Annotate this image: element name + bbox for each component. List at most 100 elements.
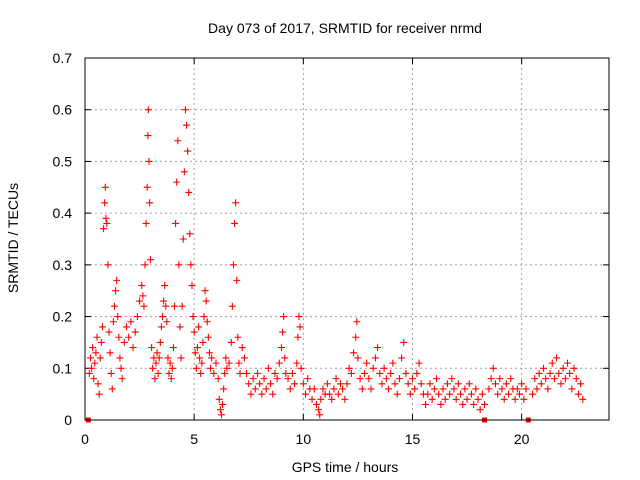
data-point bbox=[297, 364, 305, 372]
data-point bbox=[179, 235, 187, 243]
y-tick-label: 0.6 bbox=[53, 102, 73, 118]
data-point bbox=[365, 375, 373, 383]
data-point bbox=[577, 380, 585, 388]
data-point bbox=[454, 380, 462, 388]
data-point bbox=[389, 359, 397, 367]
data-point bbox=[369, 364, 377, 372]
data-point bbox=[148, 344, 156, 352]
data-point bbox=[424, 390, 432, 398]
data-point bbox=[443, 380, 451, 388]
x-tick-label: 5 bbox=[190, 431, 198, 447]
data-point bbox=[312, 400, 320, 408]
data-point bbox=[207, 364, 215, 372]
data-point bbox=[561, 375, 569, 383]
data-point bbox=[157, 323, 165, 331]
data-point bbox=[367, 385, 375, 393]
data-point bbox=[262, 385, 270, 393]
data-point bbox=[188, 282, 196, 290]
data-point bbox=[481, 400, 489, 408]
data-point bbox=[315, 406, 323, 414]
y-axis-label: SRMTID / TECUs bbox=[5, 183, 21, 293]
data-point bbox=[467, 390, 475, 398]
y-tick-label: 0.5 bbox=[53, 153, 73, 169]
data-point bbox=[258, 390, 266, 398]
data-point bbox=[282, 369, 290, 377]
data-point bbox=[400, 338, 408, 346]
data-point bbox=[496, 375, 504, 383]
data-point bbox=[452, 395, 460, 403]
data-point bbox=[387, 369, 395, 377]
data-point bbox=[217, 411, 225, 419]
data-point bbox=[398, 354, 406, 362]
data-point bbox=[193, 344, 201, 352]
data-point bbox=[402, 369, 410, 377]
data-point bbox=[352, 333, 360, 341]
data-point bbox=[253, 369, 261, 377]
data-point bbox=[288, 369, 296, 377]
data-point bbox=[100, 225, 108, 233]
data-point bbox=[120, 338, 128, 346]
data-point bbox=[204, 333, 212, 341]
x-axis-label: GPS time / hours bbox=[292, 459, 399, 475]
data-point bbox=[203, 318, 211, 326]
data-point bbox=[141, 261, 149, 269]
data-point bbox=[243, 369, 251, 377]
data-point bbox=[139, 292, 147, 300]
data-point bbox=[382, 375, 390, 383]
data-point bbox=[166, 359, 174, 367]
y-tick-label: 0.2 bbox=[53, 309, 73, 325]
data-point bbox=[183, 121, 191, 129]
data-point bbox=[323, 380, 331, 388]
data-point bbox=[236, 369, 244, 377]
data-point bbox=[208, 354, 216, 362]
data-point bbox=[553, 354, 561, 362]
data-point bbox=[515, 390, 523, 398]
data-point bbox=[232, 199, 240, 207]
data-point bbox=[196, 354, 204, 362]
data-point bbox=[167, 375, 175, 383]
data-point bbox=[269, 390, 277, 398]
data-point bbox=[164, 354, 172, 362]
data-point bbox=[280, 313, 288, 321]
data-point bbox=[104, 261, 112, 269]
data-point bbox=[225, 359, 233, 367]
x-tick-label: 10 bbox=[296, 431, 312, 447]
data-point bbox=[293, 359, 301, 367]
data-point bbox=[144, 132, 152, 140]
data-point bbox=[138, 282, 146, 290]
data-point bbox=[494, 390, 502, 398]
data-point bbox=[330, 385, 338, 393]
data-point bbox=[235, 359, 243, 367]
x-tick-label: 15 bbox=[405, 431, 421, 447]
data-point bbox=[189, 313, 197, 321]
data-point bbox=[531, 375, 539, 383]
data-point bbox=[152, 359, 160, 367]
data-point bbox=[550, 375, 558, 383]
data-point bbox=[356, 375, 364, 383]
data-point bbox=[192, 364, 200, 372]
data-point bbox=[559, 364, 567, 372]
data-point bbox=[529, 390, 537, 398]
data-point bbox=[163, 318, 171, 326]
data-point bbox=[395, 375, 403, 383]
data-point bbox=[564, 359, 572, 367]
data-point bbox=[94, 380, 102, 388]
data-point bbox=[131, 328, 139, 336]
data-point bbox=[190, 328, 198, 336]
data-point bbox=[310, 385, 318, 393]
data-point bbox=[159, 313, 167, 321]
y-tick-label: 0.1 bbox=[53, 360, 73, 376]
data-point bbox=[127, 318, 135, 326]
data-point bbox=[384, 385, 392, 393]
data-point bbox=[498, 385, 506, 393]
data-point bbox=[334, 390, 342, 398]
grid-lines bbox=[85, 58, 609, 420]
data-point bbox=[178, 302, 186, 310]
data-point bbox=[478, 390, 486, 398]
data-point bbox=[422, 400, 430, 408]
data-point bbox=[116, 354, 124, 362]
data-point bbox=[430, 385, 438, 393]
data-point bbox=[555, 369, 563, 377]
data-point bbox=[98, 323, 106, 331]
